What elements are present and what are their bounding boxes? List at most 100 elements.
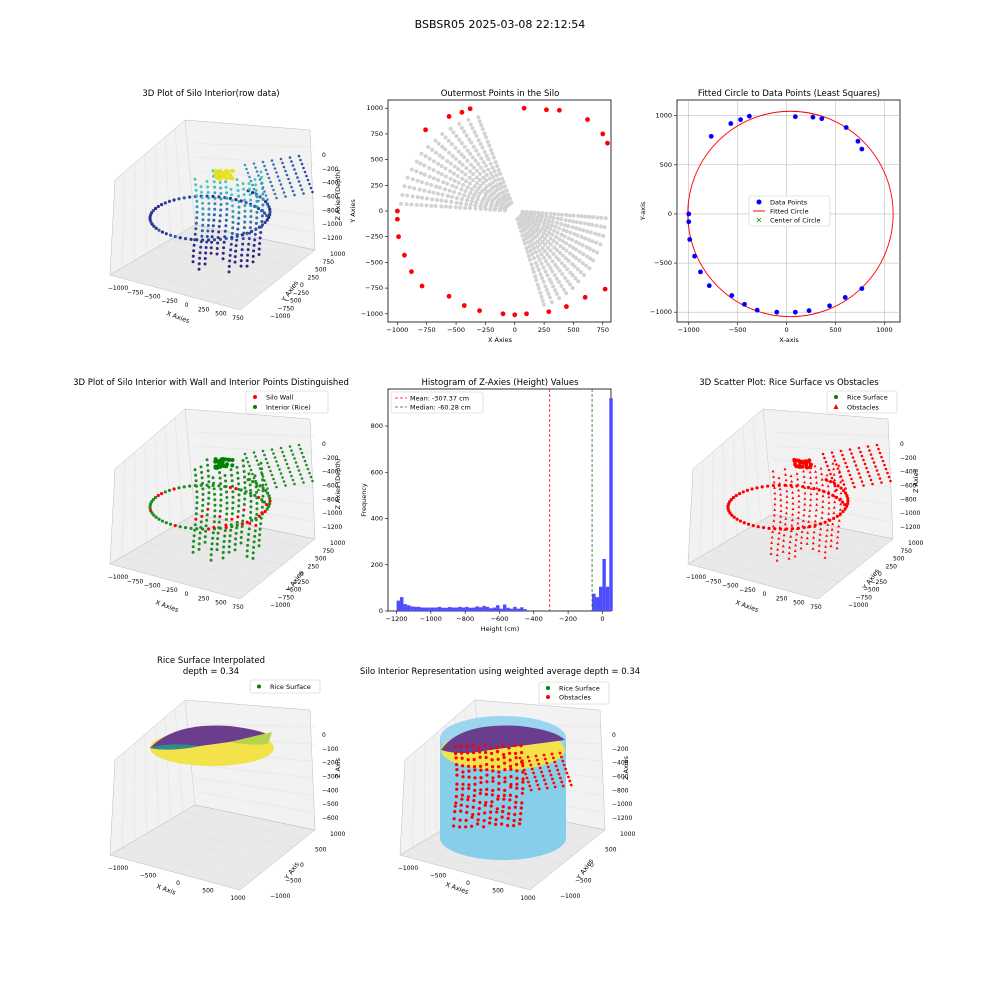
panel-surface-zlabel: Z Axis	[334, 757, 342, 778]
pt	[213, 196, 217, 200]
pt	[151, 497, 155, 502]
pt	[281, 161, 284, 165]
legend-surface-rice-marker	[257, 684, 261, 689]
grey-point	[573, 276, 578, 281]
grid-floor-2-6	[760, 520, 883, 548]
grey-point	[457, 160, 462, 165]
pt	[785, 489, 789, 493]
grey-point	[488, 148, 493, 153]
grey-point	[524, 209, 529, 214]
pt	[263, 453, 266, 457]
grey-point	[549, 300, 554, 305]
pt	[302, 481, 305, 484]
pt	[213, 509, 217, 513]
pt	[287, 177, 290, 181]
p8-xtick-2: 0	[466, 880, 470, 887]
pt	[242, 226, 246, 230]
pane-edge-0	[184, 119, 196, 226]
p4-ytick-1: −750	[278, 594, 295, 601]
pt	[291, 478, 295, 482]
pt	[242, 503, 246, 507]
pt	[188, 195, 192, 199]
grey-point	[570, 285, 575, 290]
pt	[243, 209, 247, 213]
grey-point	[540, 246, 545, 251]
legend-obstacles: Obstacles	[847, 404, 880, 412]
obstacle-point	[529, 763, 533, 767]
pt	[248, 483, 252, 487]
pt	[267, 494, 271, 498]
pt	[268, 213, 272, 217]
p3-ytick-0: 1000	[655, 112, 672, 120]
pt	[191, 254, 195, 258]
pt	[212, 487, 216, 491]
obstacle-point	[527, 780, 530, 784]
histogram-bar-12	[437, 606, 442, 611]
pt	[199, 525, 203, 529]
histogram-bar-5	[413, 606, 418, 611]
obstacle-point	[521, 770, 525, 774]
grey-point	[535, 282, 540, 287]
obstacle-point	[536, 783, 540, 787]
grey-point	[427, 189, 432, 194]
obstacle-point	[553, 760, 557, 764]
pt	[223, 473, 227, 477]
pt	[258, 467, 262, 470]
pt	[779, 503, 783, 507]
grey-point	[557, 268, 562, 273]
grey-point	[570, 273, 575, 278]
grid-side-3-3	[194, 764, 316, 779]
pt	[206, 463, 210, 467]
grey-point	[470, 126, 475, 131]
grey-point	[427, 156, 432, 161]
pt	[862, 458, 865, 462]
obstacle-point	[509, 782, 513, 787]
pt	[148, 217, 152, 222]
pt	[813, 525, 817, 528]
pt	[290, 474, 293, 478]
pt	[219, 504, 223, 508]
pt	[260, 471, 263, 474]
pt	[148, 506, 152, 511]
histogram-bar-25	[482, 605, 486, 611]
obstacle-point	[507, 812, 511, 816]
pt	[784, 473, 788, 476]
pt	[813, 464, 817, 468]
pt	[843, 503, 847, 507]
pt	[294, 172, 298, 175]
legend-silo-obstacles-marker	[546, 695, 550, 699]
grey-point	[472, 192, 477, 197]
pt	[253, 232, 257, 236]
grey-point	[456, 149, 461, 154]
pt	[241, 519, 245, 523]
pt	[889, 479, 892, 483]
pt	[869, 478, 873, 482]
obstacle-point	[520, 801, 524, 805]
grey-point	[557, 296, 562, 301]
pt	[766, 484, 770, 488]
pt	[219, 493, 223, 497]
pt	[200, 190, 204, 194]
pt	[198, 256, 202, 260]
grey-point	[477, 177, 482, 182]
pt	[276, 175, 280, 178]
pt	[230, 231, 234, 235]
pt	[841, 479, 844, 482]
pt	[247, 242, 251, 246]
pt	[267, 465, 271, 469]
pt	[163, 490, 167, 494]
pt	[150, 211, 154, 215]
legend-mean: Mean: -307.37 cm	[410, 395, 469, 403]
grey-point	[417, 187, 422, 192]
pt	[199, 240, 203, 244]
pt	[201, 218, 205, 222]
grid-floor-1-4	[158, 535, 283, 565]
pt	[157, 517, 161, 521]
grey-point	[436, 161, 441, 166]
pt	[152, 513, 156, 517]
grey-point	[543, 217, 548, 222]
pt	[248, 175, 251, 179]
grey-point	[424, 203, 429, 208]
obstacle-point	[513, 743, 517, 748]
pt	[293, 457, 296, 460]
